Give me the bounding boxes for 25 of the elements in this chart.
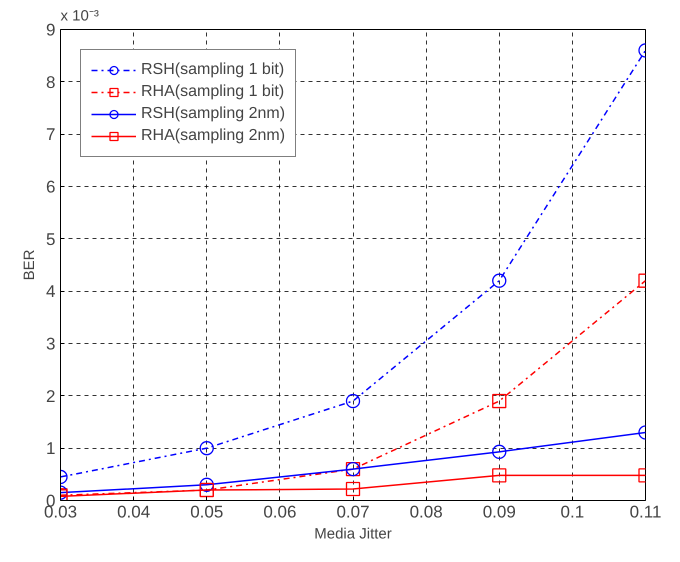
y-tick-label: 4 — [46, 282, 56, 302]
x-tick-label: 0.04 — [117, 502, 150, 522]
y-tick-label: 5 — [46, 230, 56, 249]
x-tick-label: 0.1 — [560, 502, 584, 522]
y-tick-label: 3 — [46, 334, 56, 354]
x-tick-label: 0.06 — [263, 502, 296, 522]
y-tick-label: 6 — [46, 178, 56, 196]
y-tick-label: 2 — [46, 386, 56, 406]
legend-label: RHA(sampling 1 bit) — [141, 83, 284, 101]
x-tick-label: 0.09 — [482, 502, 516, 522]
point — [346, 394, 360, 408]
x-axis-title: Media Jitter — [314, 526, 392, 542]
legend-label: RSH(sampling 2nm) — [141, 105, 286, 123]
y-tick-label: 1 — [46, 439, 56, 458]
x-tick-label: 0.08 — [410, 502, 443, 522]
y-tick-label: 7 — [46, 125, 56, 144]
legend-label: RHA(sampling 2nm) — [141, 127, 286, 145]
text: x 10⁻³ — [60, 8, 99, 24]
x-tick-label: 0.05 — [190, 502, 224, 522]
x-tick-label: 0.07 — [336, 502, 370, 522]
y-axis-title: BER — [21, 249, 38, 280]
legend-label: RSH(sampling 1 bit) — [141, 61, 284, 79]
x-tick-label: 0.11 — [630, 502, 662, 522]
y-tick-label: 8 — [46, 72, 56, 92]
y-tick-label: 9 — [46, 20, 56, 40]
